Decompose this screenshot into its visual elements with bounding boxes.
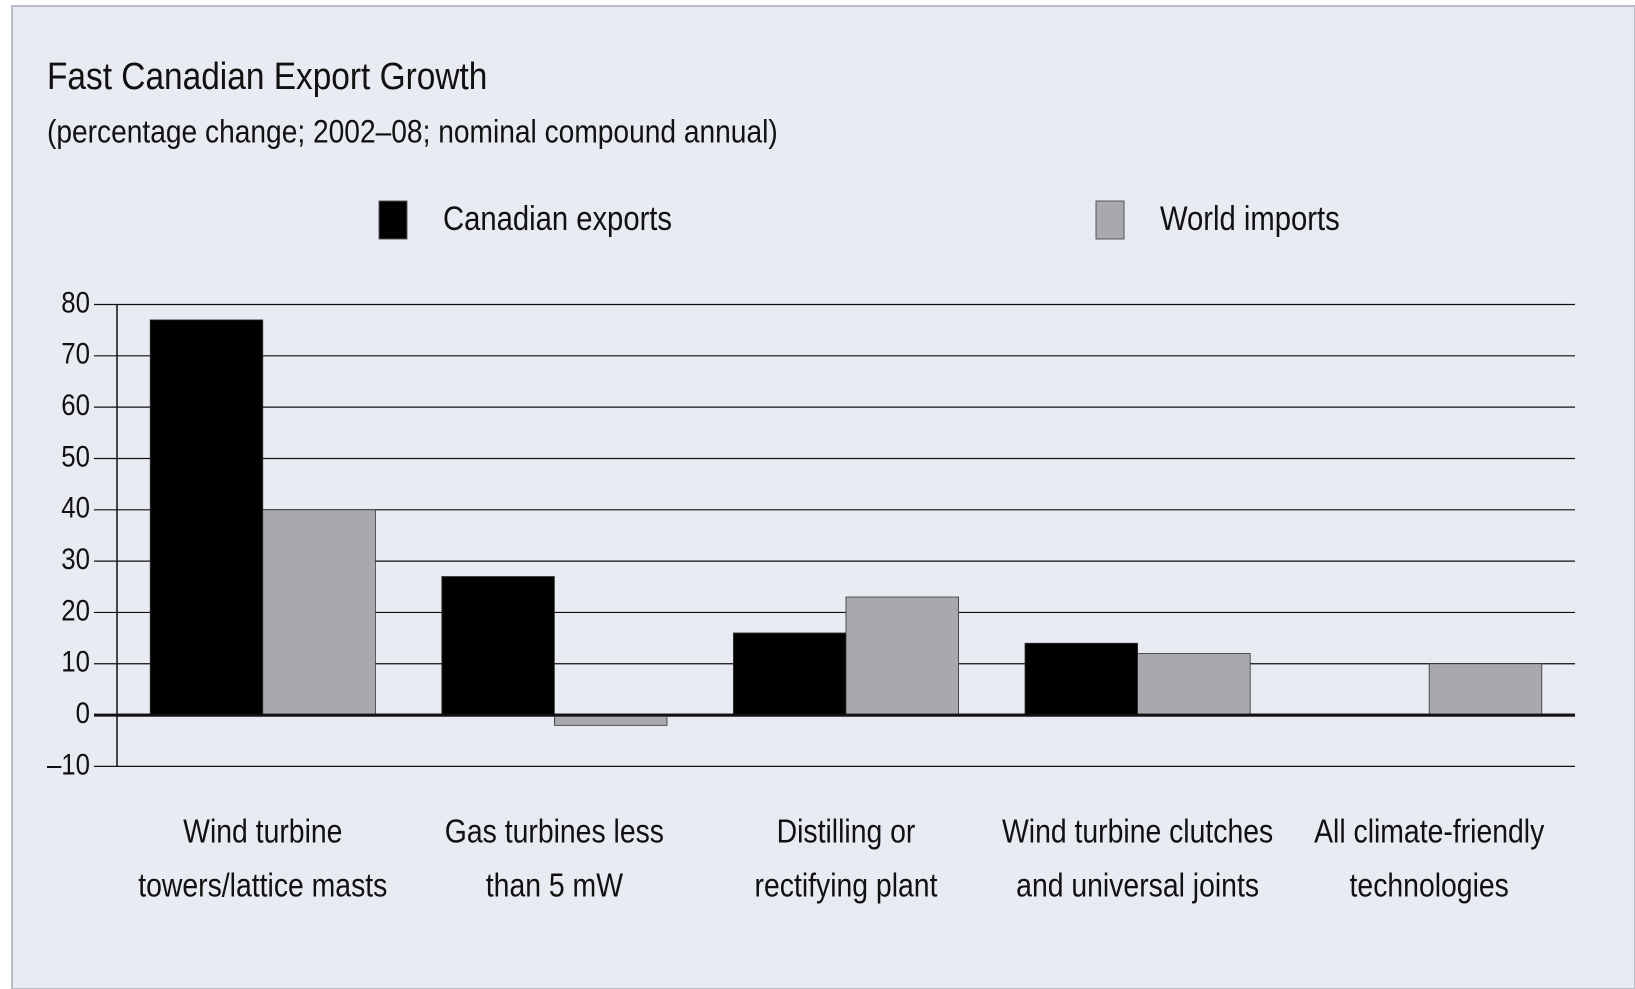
bar	[1137, 653, 1251, 716]
background	[11, 5, 1635, 989]
bar	[149, 319, 264, 716]
y-tick-label: –10	[47, 748, 90, 781]
x-tick-label: rectifying plant	[755, 867, 938, 905]
y-tick-label: 40	[61, 491, 90, 524]
bar	[554, 714, 668, 726]
chart-title: Fast Canadian Export Growth	[47, 55, 487, 97]
legend-label: World imports	[1160, 199, 1340, 238]
bar	[441, 576, 555, 716]
y-tick-label: 20	[61, 594, 90, 627]
legend-swatch	[1095, 200, 1125, 240]
bar	[845, 596, 959, 716]
y-tick-label: 50	[61, 440, 90, 473]
y-tick-label: 70	[61, 337, 90, 370]
bar	[733, 632, 847, 716]
bar	[262, 509, 376, 716]
chart-subtitle: (percentage change; 2002–08; nominal com…	[47, 115, 778, 150]
y-tick-label: 10	[61, 645, 90, 678]
legend-swatch	[378, 200, 408, 240]
x-tick-label: Wind turbine clutches	[1002, 813, 1273, 851]
y-tick-label: 0	[76, 696, 90, 729]
legend-label: Canadian exports	[443, 199, 672, 238]
x-tick-label: and universal joints	[1016, 867, 1259, 905]
y-tick-label: 30	[61, 542, 90, 575]
x-tick-label: Distilling or	[777, 813, 916, 851]
x-tick-label: technologies	[1350, 867, 1509, 905]
x-tick-label: All climate-friendly	[1314, 813, 1545, 851]
bar	[1428, 663, 1543, 716]
y-tick-label: 80	[61, 286, 90, 319]
bar	[1024, 642, 1138, 716]
x-tick-label: Gas turbines less	[445, 813, 664, 851]
y-tick-label: 60	[61, 388, 90, 421]
x-tick-label: towers/lattice masts	[138, 867, 387, 905]
x-tick-label: Wind turbine	[183, 813, 342, 851]
x-tick-label: than 5 mW	[486, 867, 623, 905]
